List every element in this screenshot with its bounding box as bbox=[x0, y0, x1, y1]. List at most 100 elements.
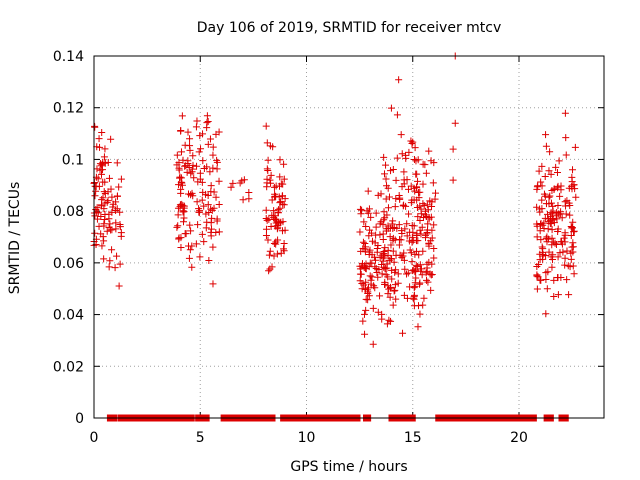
data-point bbox=[557, 274, 565, 282]
data-point bbox=[416, 188, 424, 196]
data-point bbox=[410, 222, 418, 230]
data-point bbox=[552, 163, 560, 171]
data-point bbox=[205, 209, 213, 217]
data-point bbox=[209, 151, 217, 159]
data-point bbox=[395, 221, 403, 229]
data-point bbox=[392, 195, 400, 203]
data-point bbox=[213, 217, 221, 225]
data-point bbox=[361, 330, 369, 338]
data-point bbox=[401, 265, 409, 273]
data-point bbox=[381, 280, 389, 288]
data-point bbox=[274, 236, 282, 244]
data-point bbox=[98, 242, 106, 250]
data-point bbox=[113, 192, 121, 200]
data-point bbox=[199, 157, 207, 165]
data-point bbox=[533, 185, 541, 193]
data-point bbox=[97, 162, 105, 170]
data-point bbox=[561, 261, 569, 269]
data-point bbox=[399, 329, 407, 337]
data-point bbox=[112, 219, 120, 227]
data-point bbox=[372, 265, 380, 273]
data-point bbox=[402, 151, 410, 159]
data-point bbox=[262, 232, 270, 240]
data-point bbox=[175, 166, 183, 174]
data-point bbox=[556, 192, 564, 200]
x-tick-label: 5 bbox=[196, 430, 205, 446]
data-point bbox=[403, 220, 411, 228]
data-point bbox=[422, 269, 430, 277]
data-point bbox=[533, 285, 541, 293]
data-point bbox=[380, 263, 388, 271]
data-point bbox=[409, 228, 417, 236]
data-point bbox=[542, 131, 550, 139]
data-point bbox=[194, 221, 202, 229]
data-point bbox=[391, 268, 399, 276]
data-point bbox=[262, 225, 270, 233]
data-point bbox=[552, 241, 560, 249]
data-point bbox=[215, 228, 223, 236]
data-point bbox=[554, 201, 562, 209]
data-point bbox=[406, 283, 414, 291]
data-point bbox=[403, 232, 411, 240]
data-point bbox=[542, 276, 550, 284]
data-point bbox=[266, 142, 274, 150]
data-point bbox=[382, 161, 390, 169]
data-point bbox=[534, 182, 542, 190]
data-point bbox=[553, 215, 561, 223]
data-point bbox=[389, 247, 397, 255]
data-point bbox=[381, 265, 389, 273]
data-point bbox=[361, 285, 369, 293]
data-point bbox=[547, 170, 555, 178]
data-point bbox=[365, 292, 373, 300]
data-point bbox=[364, 209, 372, 217]
data-point bbox=[412, 237, 420, 245]
data-point bbox=[195, 148, 203, 156]
data-point bbox=[98, 129, 106, 137]
data-point bbox=[358, 206, 366, 214]
data-point bbox=[95, 135, 103, 143]
data-point bbox=[173, 151, 181, 159]
data-point bbox=[386, 293, 394, 301]
data-point bbox=[421, 231, 429, 239]
data-point bbox=[185, 163, 193, 171]
data-point bbox=[212, 193, 220, 201]
data-point bbox=[391, 286, 399, 294]
data-point bbox=[400, 291, 408, 299]
data-point bbox=[207, 225, 215, 233]
data-point bbox=[417, 267, 425, 275]
data-point bbox=[562, 210, 570, 218]
data-point bbox=[105, 215, 113, 223]
data-point bbox=[109, 203, 117, 211]
data-point bbox=[100, 255, 108, 263]
data-point bbox=[386, 224, 394, 232]
data-point bbox=[280, 160, 288, 168]
data-point bbox=[372, 209, 380, 217]
data-point bbox=[386, 233, 394, 241]
data-point bbox=[553, 169, 561, 177]
data-point bbox=[206, 168, 214, 176]
data-point bbox=[263, 139, 271, 147]
data-point bbox=[567, 249, 575, 257]
data-point bbox=[267, 171, 275, 179]
data-point bbox=[192, 240, 200, 248]
data-point bbox=[538, 243, 546, 251]
data-point bbox=[449, 176, 457, 184]
data-point bbox=[176, 174, 184, 182]
data-point bbox=[177, 185, 185, 193]
data-point bbox=[108, 246, 116, 254]
data-point bbox=[417, 230, 425, 238]
data-point bbox=[104, 159, 112, 167]
data-point bbox=[378, 252, 386, 260]
data-point bbox=[393, 224, 401, 232]
data-point bbox=[403, 176, 411, 184]
data-point bbox=[548, 226, 556, 234]
data-point bbox=[92, 205, 100, 213]
data-point bbox=[236, 179, 244, 187]
data-point bbox=[278, 192, 286, 200]
data-point bbox=[379, 230, 387, 238]
data-point bbox=[397, 236, 405, 244]
data-point bbox=[382, 225, 390, 233]
data-point bbox=[413, 203, 421, 211]
data-point bbox=[538, 196, 546, 204]
data-point bbox=[545, 167, 553, 175]
